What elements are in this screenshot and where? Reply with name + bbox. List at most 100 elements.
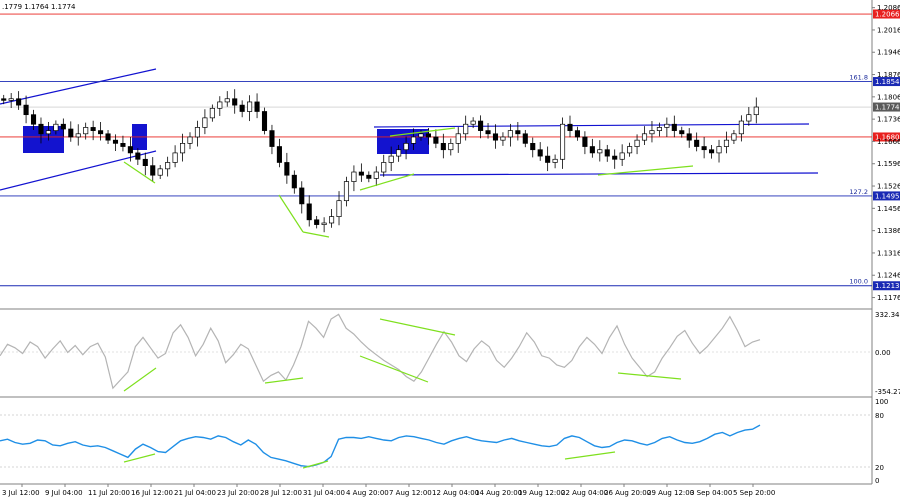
candle (552, 154, 558, 169)
candle-body (314, 219, 320, 225)
candle (619, 144, 625, 166)
candle-body (60, 123, 66, 130)
candle (455, 127, 461, 153)
candle-body (75, 133, 81, 138)
candle-body (731, 133, 737, 141)
range-lower-line[interactable] (379, 172, 819, 176)
candle-body (709, 149, 715, 154)
candle-body (254, 101, 260, 112)
time-tick-label: 29 Aug 12:00 (647, 489, 694, 497)
time-tick-label: 28 Jul 12:00 (260, 489, 302, 497)
candle (530, 137, 536, 158)
candle (641, 126, 648, 145)
candle (500, 132, 506, 146)
candle (567, 115, 573, 138)
candle (753, 97, 759, 124)
rsi-divergence-line (123, 453, 156, 463)
price-divergence-lines (123, 127, 694, 238)
candle-body (671, 123, 677, 131)
price-level-tag-label: 1.1680 (875, 133, 900, 141)
candle-body (612, 155, 618, 160)
price-candles (1, 89, 759, 233)
candle-body (187, 136, 193, 144)
candle-body (179, 143, 186, 154)
candle (537, 142, 543, 161)
candle-body (388, 155, 394, 163)
candle (396, 144, 402, 162)
candle-body (641, 133, 648, 141)
candle-body (358, 171, 364, 176)
candle-body (455, 133, 461, 144)
candle-body (589, 146, 595, 154)
candle-body (433, 136, 439, 144)
candle (612, 149, 618, 169)
range-box[interactable] (373, 123, 819, 176)
candle-body (150, 165, 156, 176)
candle-body (753, 106, 759, 116)
candle-body (247, 101, 253, 112)
range-upper-line[interactable] (373, 123, 810, 128)
candle-body (396, 149, 402, 157)
fib-level-label: 100.0 (849, 278, 868, 286)
candle (75, 124, 81, 146)
price-tick-label: 1.1526 (877, 183, 900, 191)
candle (209, 104, 215, 122)
candle (574, 126, 581, 141)
price-tick-label: 1.1806 (877, 93, 900, 101)
time-tick-label: 16 Jul 12:00 (131, 489, 173, 497)
candle-body (679, 130, 685, 135)
candle-body (336, 200, 342, 217)
time-tick-label: 5 Sep 20:00 (733, 489, 775, 497)
price-tick-label: 1.2016 (877, 26, 900, 34)
candle-body (98, 130, 104, 135)
rsi-label-20: 20 (875, 464, 884, 472)
time-tick-label: 3 Jul 12:00 (2, 489, 40, 497)
candle (23, 95, 29, 124)
candle (30, 109, 37, 130)
cci-zero-label: 0.00 (875, 349, 891, 357)
candle (299, 181, 305, 214)
candle (314, 215, 320, 229)
candle-body (492, 133, 499, 141)
candle (321, 217, 327, 233)
time-tick-label: 19 Aug 12:00 (518, 489, 565, 497)
price-tick-label: 1.2086 (877, 4, 900, 12)
candle (165, 156, 171, 177)
candle (709, 144, 715, 159)
candle-body (716, 146, 722, 154)
supply-zone-3[interactable] (377, 129, 429, 154)
candle-body (478, 120, 484, 131)
candle-body (686, 133, 692, 141)
candle-body (53, 123, 59, 131)
price-tick-label: 1.1456 (877, 205, 900, 213)
price-level-tag-label: 1.1213 (875, 282, 900, 290)
time-tick-label: 4 Aug 20:00 (346, 489, 389, 497)
candle (366, 171, 372, 183)
candle (723, 131, 730, 154)
candle-body (276, 146, 282, 163)
candle-body (373, 171, 379, 179)
candle-body (112, 139, 119, 144)
candle (351, 165, 357, 192)
candle-body (291, 174, 297, 189)
time-axis: 3 Jul 12:00 9 Jul 04:00 11 Jul 20:00 16 Jul… (2, 484, 775, 497)
cci-line (0, 313, 761, 390)
time-tick-label: 12 Aug 04:00 (432, 489, 479, 497)
price-tick-label: 1.1736 (877, 116, 900, 124)
candle-body (746, 114, 752, 122)
candle-body (559, 123, 566, 160)
candle-body (299, 187, 305, 205)
candle-body (105, 133, 111, 141)
candle-body (38, 123, 44, 135)
candle-body (224, 98, 230, 103)
cci-divergence-line (123, 367, 157, 392)
current-price-tag (873, 102, 900, 112)
candle (507, 123, 513, 147)
candle (224, 91, 230, 107)
rsi-label-0: 0 (875, 477, 879, 485)
price-tick-label: 1.1386 (877, 227, 900, 235)
candle-body (656, 127, 662, 131)
candle (194, 120, 201, 147)
candle-body (351, 171, 357, 182)
